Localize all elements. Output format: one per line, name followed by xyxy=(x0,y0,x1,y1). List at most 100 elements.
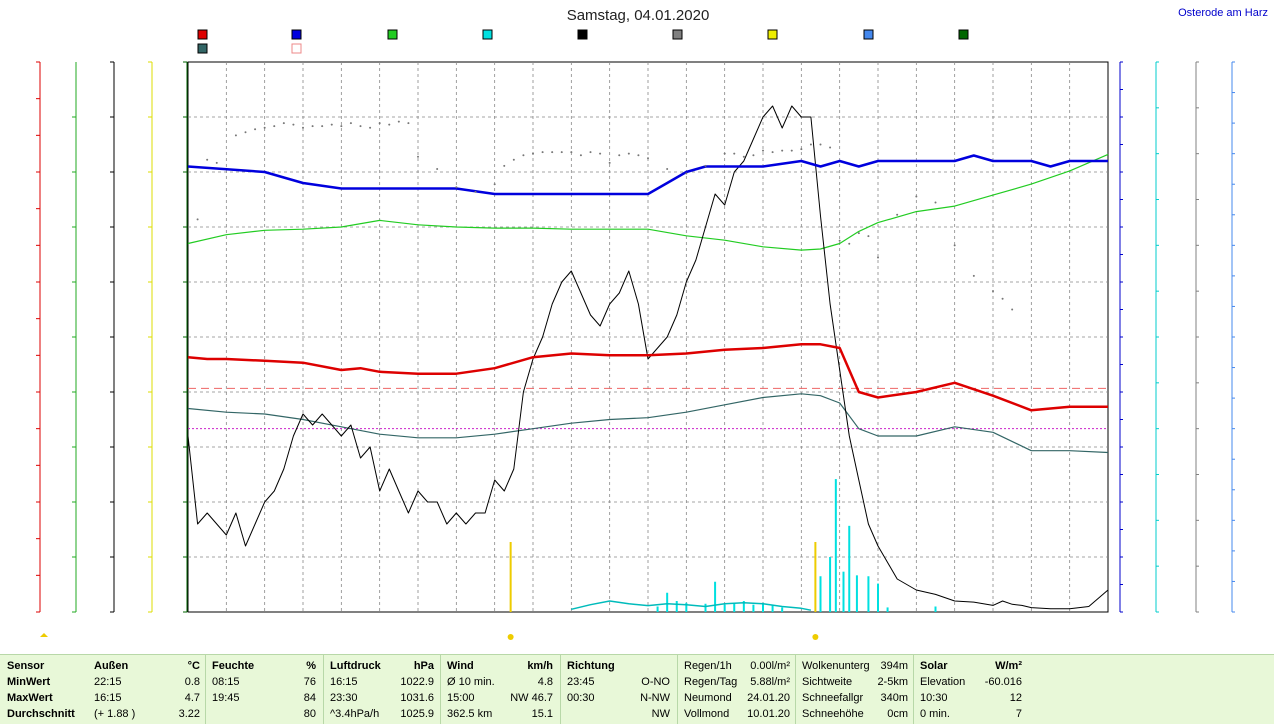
stats-separator xyxy=(913,655,914,724)
stats-solar-time: 10:30 xyxy=(920,692,948,704)
direction-point xyxy=(244,131,247,134)
direction-point xyxy=(359,125,362,128)
direction-point xyxy=(474,190,477,193)
direction-point xyxy=(627,152,630,155)
stats-feuchte-value: 80 xyxy=(303,708,316,720)
legend-swatch xyxy=(672,29,683,40)
direction-point xyxy=(579,154,582,157)
direction-point xyxy=(532,152,534,155)
stats-luftdruck-value: 1025.9 xyxy=(400,708,434,720)
direction-point xyxy=(800,148,803,151)
rain-bar xyxy=(762,602,764,612)
stats-solar-unit: W/m² xyxy=(995,660,1022,672)
legend-swatch xyxy=(482,29,493,40)
direction-point xyxy=(819,143,822,146)
direction-point xyxy=(723,152,726,155)
direction-point xyxy=(369,126,372,129)
stats-row-label: MaxWert xyxy=(7,692,53,704)
stats-richtung-time: 00:30 xyxy=(567,692,595,704)
stats-wolken-label: Schneehöhe xyxy=(802,708,864,720)
stats-aussen-unit: °C xyxy=(187,660,200,672)
stats-luftdruck-time: ^3.4hPa/h xyxy=(330,708,380,720)
direction-point xyxy=(742,155,745,158)
stats-feuchte-value: 76 xyxy=(303,676,316,688)
stats-solar-value: 7 xyxy=(1015,708,1022,720)
stats-row-label: MinWert xyxy=(7,676,51,688)
stats-wind-value: 15.1 xyxy=(531,708,553,720)
stats-solar-time: Elevation xyxy=(920,676,966,688)
direction-point xyxy=(378,122,381,125)
stats-aussen-time: 16:15 xyxy=(94,692,122,704)
stats-wind-time: Ø 10 min. xyxy=(447,676,495,688)
direction-point xyxy=(809,143,812,146)
direction-point xyxy=(915,195,918,198)
chart-title: Samstag, 04.01.2020 xyxy=(567,7,710,24)
stats-wolken-value: 394m xyxy=(880,660,908,672)
direction-point xyxy=(436,167,439,170)
rain-bar xyxy=(733,602,736,612)
stats-luftdruck-header: Luftdruck xyxy=(330,660,381,672)
direction-point xyxy=(560,151,563,154)
stats-solar-time: 0 min. xyxy=(920,708,950,720)
stats-luftdruck-time: 16:15 xyxy=(330,676,358,688)
direction-point xyxy=(311,125,314,128)
legend-swatch xyxy=(387,29,398,40)
direction-point xyxy=(877,256,879,259)
stats-regen-label: Regen/Tag xyxy=(684,676,738,688)
legend-swatch xyxy=(958,29,969,40)
direction-point xyxy=(972,274,975,277)
axes-group xyxy=(36,61,1235,640)
rain-line xyxy=(571,600,812,611)
stats-regen-label: Regen/1h xyxy=(684,660,732,672)
stats-wolken-value: 0cm xyxy=(887,708,908,720)
stats-richtung-value: N-NW xyxy=(640,692,670,704)
chart-legend xyxy=(197,29,969,54)
direction-point xyxy=(857,232,860,235)
direction-point xyxy=(503,164,506,167)
rain-bar xyxy=(771,604,774,612)
stats-wind-value: 4.8 xyxy=(537,676,553,688)
direction-point xyxy=(637,154,640,157)
direction-point xyxy=(292,123,295,126)
legend-swatch xyxy=(577,29,588,40)
direction-point xyxy=(992,290,994,293)
direction-point xyxy=(608,161,611,164)
plot-area xyxy=(187,61,1109,613)
rain-bar xyxy=(867,576,870,612)
legend-swatch xyxy=(197,29,208,40)
rain-bar xyxy=(855,575,858,612)
rain-bar xyxy=(742,601,745,612)
direction-point xyxy=(512,158,515,161)
rain-bar xyxy=(877,583,879,612)
direction-point xyxy=(733,152,736,155)
stats-separator xyxy=(205,655,206,724)
direction-point xyxy=(1001,297,1004,300)
rain-bar xyxy=(704,603,707,612)
stats-regen-value: 5.88l/m² xyxy=(750,676,790,688)
stats-richtung-time: 23:45 xyxy=(567,676,595,688)
temperature-line xyxy=(187,343,1108,412)
direction-point xyxy=(321,125,324,128)
direction-point xyxy=(771,151,774,154)
stats-aussen-time: 22:15 xyxy=(94,676,122,688)
stats-regen-value: 0.00l/m² xyxy=(750,660,790,672)
direction-point xyxy=(263,126,266,129)
stats-aussen-value: 4.7 xyxy=(184,692,200,704)
rain-bar xyxy=(723,604,726,612)
direction-point xyxy=(896,213,899,216)
stats-wolken-value: 2-5km xyxy=(877,676,908,688)
direction-point xyxy=(522,154,525,157)
stats-luftdruck-value: 1022.9 xyxy=(400,676,434,688)
direction-point xyxy=(417,155,419,158)
location-link[interactable]: Osterode am Harz xyxy=(1178,7,1268,19)
rain-bar xyxy=(752,604,755,612)
stats-wind-time: 15:00 xyxy=(447,692,475,704)
rain-bar xyxy=(675,601,678,612)
stats-wolken-value: 340m xyxy=(880,692,908,704)
legend-swatch xyxy=(291,29,302,40)
direction-point xyxy=(388,123,391,126)
stats-richtung-value: NW xyxy=(651,708,670,720)
stats-regen-value: 24.01.20 xyxy=(747,692,790,704)
direction-point xyxy=(934,201,937,204)
direction-point xyxy=(790,149,793,152)
